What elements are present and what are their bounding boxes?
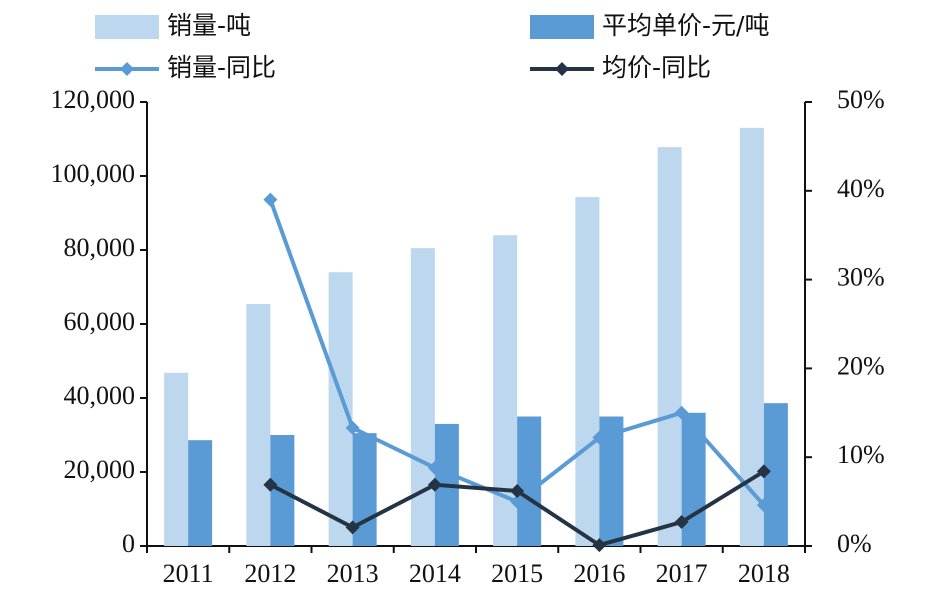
marker (263, 477, 278, 492)
bar (657, 147, 682, 546)
x-tick-label: 2013 (327, 559, 379, 588)
bar (739, 127, 764, 547)
y2-tick-label: 20% (837, 351, 885, 380)
legend-marker (120, 62, 134, 76)
x-tick-label: 2018 (738, 559, 790, 588)
bar (763, 403, 788, 546)
legend-label: 销量-同比 (167, 53, 276, 82)
marker (510, 494, 525, 509)
y-tick-label: 0 (122, 529, 135, 558)
y-tick-label: 60,000 (64, 307, 136, 336)
marker (427, 477, 442, 492)
y-tick-label: 20,000 (64, 455, 136, 484)
y-tick-label: 80,000 (64, 233, 136, 262)
bar (246, 304, 271, 546)
y-tick-label: 40,000 (64, 381, 136, 410)
legend-swatch (95, 15, 159, 39)
y-tick-label: 120,000 (51, 85, 136, 114)
marker (592, 538, 607, 553)
marker (674, 405, 689, 420)
bar (328, 272, 353, 546)
x-tick-label: 2012 (244, 559, 296, 588)
legend-label: 销量-吨 (167, 11, 251, 40)
bar (164, 372, 189, 546)
y2-tick-label: 10% (837, 440, 885, 469)
x-tick-label: 2016 (573, 559, 625, 588)
bar (188, 440, 213, 546)
y2-tick-label: 40% (837, 174, 885, 203)
bar (410, 248, 435, 546)
marker (756, 498, 771, 513)
legend-label: 平均单价-元/吨 (602, 11, 769, 40)
marker (510, 483, 525, 498)
y2-tick-label: 30% (837, 263, 885, 292)
x-tick-label: 2014 (409, 559, 461, 588)
y-tick-label: 100,000 (51, 159, 136, 188)
bar (575, 197, 600, 546)
bar (517, 416, 542, 546)
legend-swatch (530, 15, 594, 39)
y2-tick-label: 50% (837, 85, 885, 114)
legend-label: 均价-同比 (602, 53, 711, 82)
marker (263, 192, 278, 207)
marker (345, 420, 360, 435)
marker (756, 464, 771, 479)
x-tick-label: 2011 (163, 559, 214, 588)
x-tick-label: 2015 (491, 559, 543, 588)
marker (674, 515, 689, 530)
marker (345, 520, 360, 535)
y2-tick-label: 0% (837, 529, 872, 558)
marker (592, 430, 607, 445)
marker (427, 460, 442, 475)
x-tick-label: 2017 (656, 559, 708, 588)
legend-marker (555, 62, 569, 76)
